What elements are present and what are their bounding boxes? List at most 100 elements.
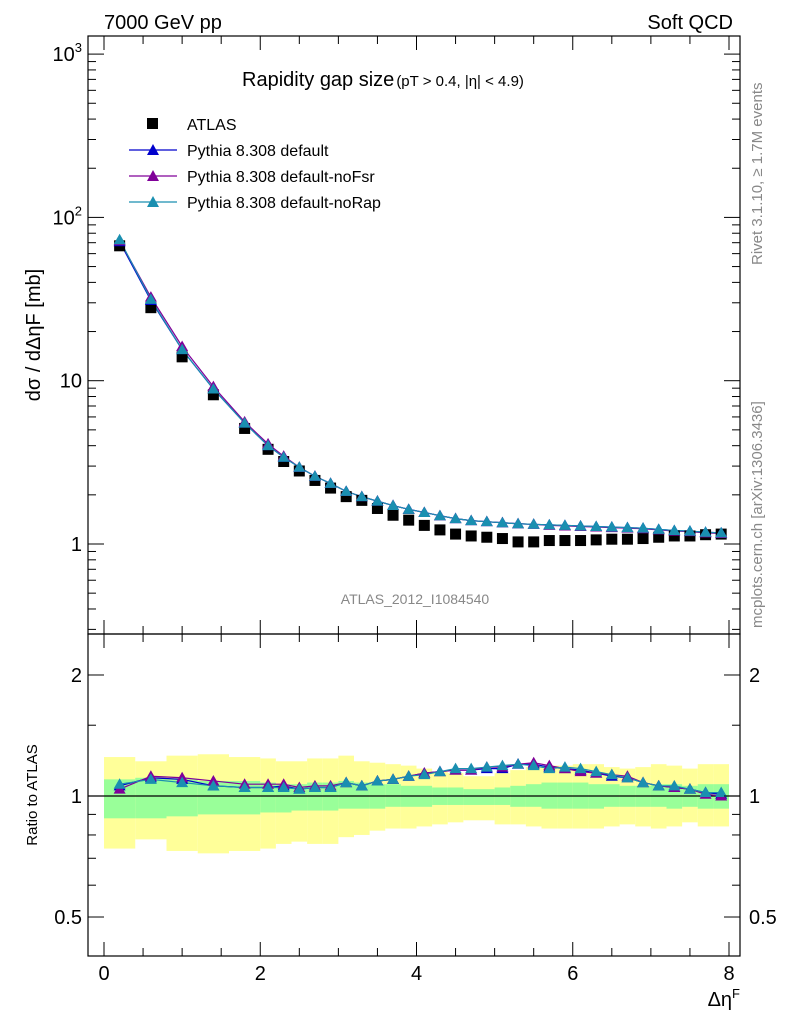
main-point-norap (558, 519, 571, 530)
header-right: Soft QCD (647, 12, 733, 34)
ratio-point-norap (207, 779, 220, 791)
ratio-point-norap (262, 781, 275, 792)
ratio-point-norap (543, 762, 556, 774)
atlas-point (653, 531, 665, 543)
atlas-point (606, 533, 618, 545)
ratio-panel: 0.5 0.5 1 1 2 2 0 2 4 6 8 Ratio to ATLAS ΔηF (24, 633, 777, 1011)
atlas-point (325, 482, 337, 494)
main-point-norap (355, 490, 368, 502)
ratio-point-norap (699, 786, 712, 798)
main-point-norap (668, 524, 681, 535)
ratio-point-norap (402, 770, 415, 781)
main-point-norap (402, 503, 415, 514)
main-point-norap (496, 516, 509, 528)
ratio-point-norap (144, 773, 157, 784)
ratio-point-norap (668, 779, 681, 791)
legend-label-atlas: ATLAS (187, 117, 237, 134)
main-point-norap (387, 499, 400, 511)
x-axis-label: ΔηF (708, 986, 740, 1011)
main-y-ticks: 1 10 102 103 (53, 36, 740, 634)
ratio-point-norap (527, 759, 540, 771)
main-y-tick-label: 102 (53, 203, 82, 229)
main-point-norap (293, 461, 306, 472)
ratio-point-norap (590, 765, 603, 777)
ratio-y-tick-label-right: 1 (749, 786, 760, 808)
x-tick-label: 2 (255, 963, 266, 985)
main-point-norap (683, 525, 696, 536)
main-point-norap (465, 514, 478, 526)
main-point-norap (652, 523, 665, 534)
main-point-norap (144, 293, 157, 304)
ratio-point-norap (512, 758, 525, 769)
atlas-point (590, 534, 602, 546)
main-point-norap (574, 519, 587, 531)
main-y-tick-label: 103 (53, 40, 82, 66)
atlas-point (403, 514, 415, 526)
ratio-y-label: Ratio to ATLAS (24, 744, 41, 845)
main-y-tick-label: 10 (60, 371, 82, 393)
ratio-point-norap (340, 776, 353, 788)
atlas-point (481, 531, 493, 543)
ratio-point-norap (418, 768, 431, 780)
ratio-marks (113, 756, 728, 801)
main-point-norap (176, 343, 189, 355)
legend-label-nofsr: Pythia 8.308 default-noFsr (187, 169, 375, 186)
atlas-point (434, 524, 446, 536)
legend-entry-atlas: ATLAS (147, 117, 237, 134)
atlas-point (496, 533, 508, 545)
main-point-norap (590, 520, 603, 531)
legend-marker-atlas (147, 118, 158, 129)
atlas-point (668, 530, 680, 542)
analysis-id: ATLAS_2012_I1084540 (341, 591, 490, 607)
atlas-point (145, 302, 157, 314)
ratio-ticks: 0.5 0.5 1 1 2 2 0 2 4 6 8 (54, 634, 777, 985)
atlas-point (450, 528, 462, 540)
main-point-norap (371, 495, 384, 506)
main-point-norap (324, 477, 337, 488)
main-y-label: dσ / dΔηF [mb] (23, 269, 45, 401)
ratio-point-norap (715, 786, 728, 798)
ratio-y-tick-label: 1 (71, 786, 82, 808)
header-left: 7000 GeV pp (104, 12, 222, 34)
main-line-norap (119, 239, 722, 534)
ratio-point-norap (355, 779, 368, 791)
main-y-tick-exponent: 2 (75, 203, 82, 218)
legend-entry-norap: Pythia 8.308 default-noRap (129, 195, 381, 212)
legend-marker-norap (147, 196, 159, 207)
main-point-norap (715, 526, 728, 538)
ratio-point-norap (371, 774, 384, 786)
ratio-bands (104, 754, 729, 854)
atlas-point (207, 389, 219, 401)
ratio-point-norap (652, 779, 665, 791)
ratio-point-norap (387, 773, 400, 784)
atlas-point (239, 422, 251, 434)
ratio-point-norap (308, 781, 321, 792)
main-point-norap (527, 518, 540, 529)
ratio-point-norap (558, 761, 571, 772)
ratio-point-norap (605, 768, 618, 780)
ratio-point-norap (496, 759, 509, 771)
atlas-point (340, 491, 352, 503)
atlas-point (371, 502, 383, 514)
chart-title: Rapidity gap size (pT > 0.4, |η| < 4.9) (242, 69, 524, 91)
main-point-norap (543, 518, 556, 530)
main-point-norap (480, 515, 493, 527)
main-point-norap (113, 233, 126, 245)
ratio-point-norap (683, 783, 696, 794)
main-y-tick-label: 1 (71, 534, 82, 556)
ratio-point-norap (465, 762, 478, 774)
atlas-point (465, 530, 477, 542)
atlas-point (559, 535, 571, 547)
main-point-norap (433, 509, 446, 521)
atlas-point (621, 533, 633, 545)
ratio-point-norap (324, 781, 337, 792)
legend-entry-nofsr: Pythia 8.308 default-noFsr (129, 169, 375, 186)
main-marks (113, 233, 728, 548)
main-point-norap (605, 521, 618, 532)
ratio-point-norap (176, 776, 189, 788)
uncertainty-band-inner (463, 789, 479, 805)
ratio-point-norap (480, 761, 493, 772)
ratio-y-tick-label: 0.5 (54, 907, 82, 929)
legend-label-default: Pythia 8.308 default (187, 143, 329, 160)
ratio-point-norap (293, 783, 306, 794)
